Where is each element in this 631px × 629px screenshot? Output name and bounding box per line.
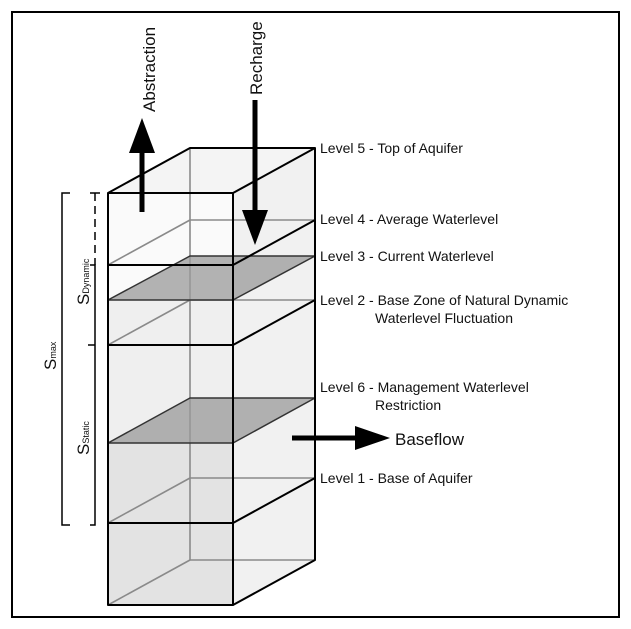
- storage-labels: Smax SDynamic SStatic: [41, 258, 93, 455]
- page: Abstraction Recharge Baseflow Level 5 - …: [0, 0, 631, 629]
- s-static: SStatic: [74, 421, 93, 455]
- s-dynamic: SDynamic: [74, 258, 93, 305]
- recharge-label: Recharge: [247, 21, 266, 95]
- level-label: Level 3 - Current Waterlevel: [320, 248, 494, 264]
- level-label: Waterlevel Fluctuation: [375, 310, 513, 326]
- diagram: Abstraction Recharge Baseflow Level 5 - …: [0, 0, 631, 629]
- level-label: Level 4 - Average Waterlevel: [320, 211, 498, 227]
- level-label: Level 1 - Base of Aquifer: [320, 470, 473, 486]
- baseflow-label: Baseflow: [395, 430, 465, 449]
- symbol: S: [74, 444, 93, 455]
- aquifer-box: [108, 148, 315, 605]
- level-label: Level 5 - Top of Aquifer: [320, 140, 463, 156]
- level-label: Restriction: [375, 397, 441, 413]
- subscript: max: [48, 341, 58, 359]
- s-max: Smax: [41, 341, 60, 370]
- level-label: Level 2 - Base Zone of Natural Dynamic: [320, 292, 568, 308]
- subscript: Dynamic: [81, 258, 91, 294]
- brackets: [62, 193, 100, 525]
- subscript: Static: [81, 421, 91, 444]
- level-label: Level 6 - Management Waterlevel: [320, 379, 529, 395]
- symbol: S: [74, 294, 93, 305]
- abstraction-label: Abstraction: [140, 27, 159, 112]
- symbol: S: [41, 359, 60, 370]
